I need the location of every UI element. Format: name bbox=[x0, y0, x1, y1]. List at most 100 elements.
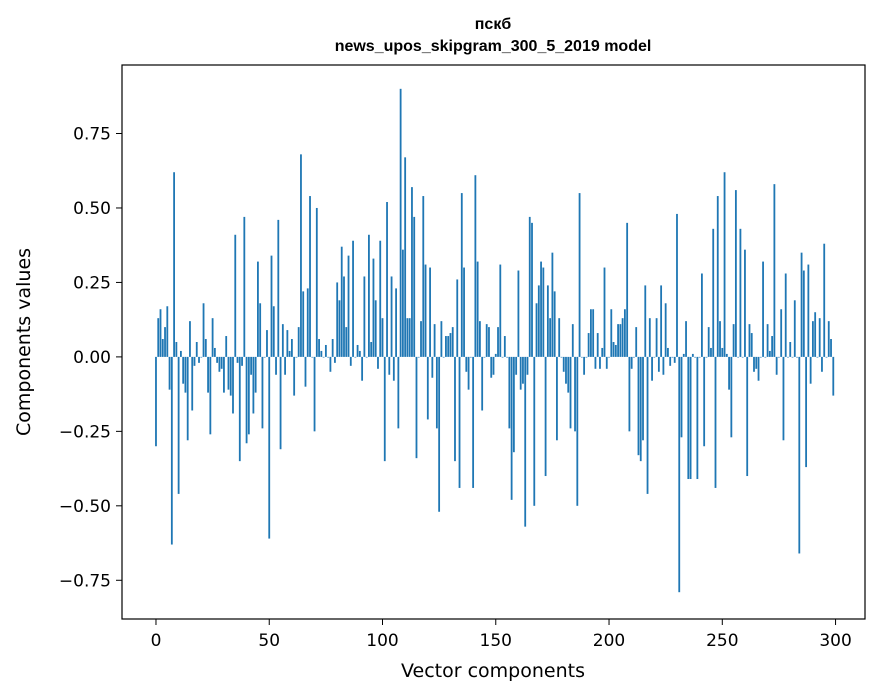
bar-204 bbox=[617, 324, 619, 357]
bar-89 bbox=[356, 344, 359, 357]
bar-62 bbox=[295, 356, 298, 358]
bar-190 bbox=[585, 356, 588, 358]
bar-153 bbox=[501, 356, 504, 358]
bar-248 bbox=[716, 196, 719, 357]
bar-9 bbox=[175, 342, 178, 357]
bar-255 bbox=[732, 324, 735, 357]
x-tick-label: 300 bbox=[819, 631, 851, 651]
bar-263 bbox=[750, 333, 753, 357]
bar-271 bbox=[768, 350, 771, 357]
bar-110 bbox=[404, 157, 407, 357]
bar-197 bbox=[601, 347, 604, 357]
bar-199 bbox=[605, 356, 608, 369]
bar-37 bbox=[238, 356, 241, 462]
bar-143 bbox=[479, 321, 481, 357]
bar-276 bbox=[780, 309, 783, 357]
bar-70 bbox=[313, 356, 316, 432]
bar-39 bbox=[243, 216, 246, 357]
bar-36 bbox=[236, 356, 239, 363]
bar-121 bbox=[429, 267, 431, 357]
bar-258 bbox=[739, 228, 742, 357]
bar-72 bbox=[318, 339, 320, 357]
bar-176 bbox=[553, 291, 556, 357]
bar-132 bbox=[454, 356, 456, 462]
bar-13 bbox=[184, 356, 187, 393]
bar-41 bbox=[247, 356, 250, 435]
bar-161 bbox=[519, 356, 522, 390]
bar-75 bbox=[324, 344, 327, 357]
bar-58 bbox=[286, 330, 289, 357]
bar-71 bbox=[315, 207, 318, 357]
bar-55 bbox=[279, 356, 282, 450]
bar-290 bbox=[811, 321, 814, 357]
bar-279 bbox=[787, 356, 789, 358]
bar-49 bbox=[266, 330, 268, 357]
bar-270 bbox=[766, 324, 769, 357]
bar-30 bbox=[223, 356, 225, 393]
bar-66 bbox=[304, 356, 307, 387]
bar-159 bbox=[515, 356, 518, 375]
bar-105 bbox=[392, 356, 395, 381]
bar-224 bbox=[662, 356, 665, 375]
bar-128 bbox=[445, 336, 447, 357]
bar-249 bbox=[719, 321, 721, 357]
bar-108 bbox=[399, 88, 402, 357]
x-tick-label: 50 bbox=[258, 631, 280, 651]
bar-187 bbox=[578, 193, 581, 357]
bar-281 bbox=[791, 356, 794, 358]
bar-185 bbox=[574, 356, 576, 432]
bar-257 bbox=[737, 356, 740, 358]
bar-195 bbox=[596, 333, 599, 357]
bar-130 bbox=[449, 333, 452, 357]
bar-243 bbox=[705, 356, 708, 358]
bar-149 bbox=[492, 356, 495, 375]
bar-240 bbox=[698, 356, 701, 358]
bar-158 bbox=[512, 356, 515, 453]
bar-126 bbox=[440, 321, 443, 357]
bar-85 bbox=[347, 255, 350, 357]
bar-186 bbox=[576, 356, 579, 506]
bar-8 bbox=[173, 172, 175, 357]
bar-67 bbox=[306, 288, 309, 357]
bar-157 bbox=[510, 356, 513, 500]
bar-103 bbox=[388, 356, 391, 375]
bar-267 bbox=[759, 356, 762, 358]
bar-113 bbox=[411, 187, 413, 357]
bar-177 bbox=[556, 356, 558, 441]
bar-10 bbox=[177, 356, 180, 494]
bar-296 bbox=[825, 356, 828, 358]
bar-50 bbox=[268, 356, 271, 539]
x-axis-label: Vector components bbox=[401, 660, 585, 682]
bar-127 bbox=[442, 356, 445, 358]
bar-131 bbox=[451, 327, 454, 357]
bar-235 bbox=[687, 356, 690, 480]
bar-218 bbox=[648, 318, 651, 357]
bar-162 bbox=[522, 356, 524, 384]
bar-193 bbox=[592, 309, 595, 357]
bar-188 bbox=[580, 356, 583, 358]
bar-201 bbox=[610, 309, 613, 357]
bar-148 bbox=[490, 356, 493, 378]
bar-99 bbox=[379, 240, 382, 357]
bar-292 bbox=[816, 356, 819, 358]
bar-203 bbox=[614, 344, 617, 357]
bar-76 bbox=[327, 356, 330, 358]
bar-28 bbox=[218, 356, 221, 372]
bar-251 bbox=[723, 172, 726, 357]
bar-102 bbox=[386, 202, 388, 357]
bar-118 bbox=[422, 196, 425, 357]
bar-213 bbox=[637, 356, 640, 456]
bar-83 bbox=[343, 276, 345, 357]
bar-11 bbox=[179, 350, 182, 357]
x-tick-label: 200 bbox=[593, 631, 625, 651]
x-tick-label: 150 bbox=[480, 631, 512, 651]
bar-94 bbox=[368, 234, 370, 357]
bar-245 bbox=[710, 347, 712, 357]
bar-61 bbox=[293, 356, 296, 396]
bar-207 bbox=[623, 309, 626, 357]
bar-150 bbox=[494, 353, 497, 357]
bar-82 bbox=[340, 246, 343, 357]
bar-242 bbox=[703, 356, 706, 447]
bar-211 bbox=[633, 356, 635, 358]
bar-194 bbox=[594, 356, 597, 369]
